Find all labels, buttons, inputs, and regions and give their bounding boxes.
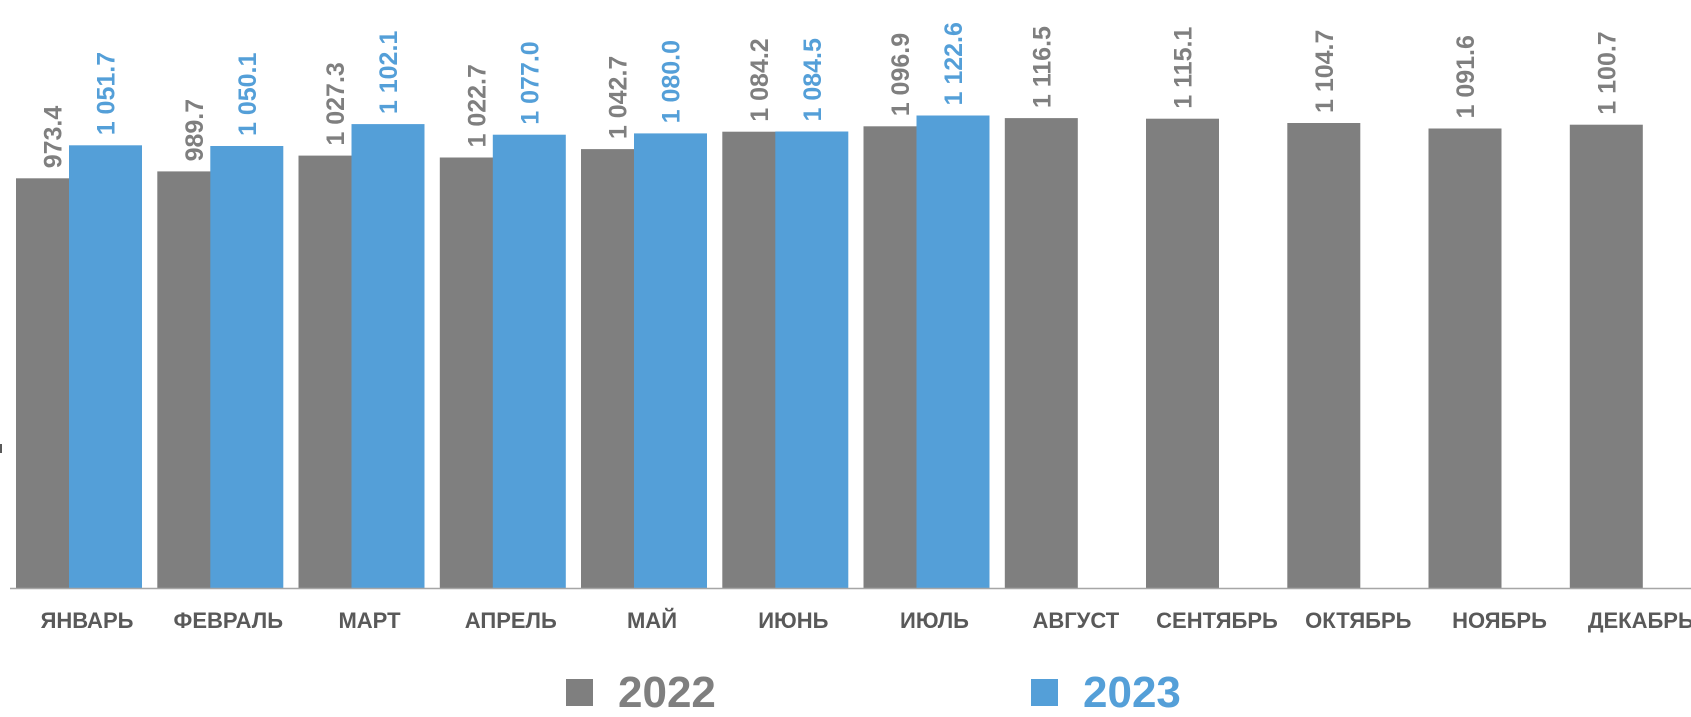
legend-label-2023: 2023 [1083, 668, 1181, 717]
data-label-2023-1: 1 051.7 [93, 52, 121, 135]
bar-2022-12 [1569, 124, 1643, 588]
category-label-7: ИЮЛЬ [900, 608, 969, 633]
bar-2023-1 [69, 145, 142, 589]
category-label-5: МАЙ [627, 608, 677, 633]
bar-2023-2 [210, 146, 284, 588]
category-label-12: ДЕКАБРЬ [1588, 608, 1691, 633]
data-label-2023-3: 1 102.1 [375, 31, 403, 115]
category-label-6: ИЮНЬ [758, 608, 828, 633]
data-label-2023-2: 1 050.1 [234, 52, 262, 136]
bar-2023-7 [916, 115, 990, 588]
bar-2023-6 [775, 131, 849, 588]
legend-label-2022: 2022 [618, 668, 716, 717]
legend-swatch-2023 [1031, 679, 1058, 706]
legend-item-2023: 2023 [1031, 668, 1181, 717]
data-label-2022-4: 1 022.7 [463, 64, 491, 147]
data-label-2022-5: 1 042.7 [605, 56, 633, 139]
data-label-2023-4: 1 077.0 [516, 41, 544, 124]
legend-swatch-2022 [566, 679, 593, 706]
data-label-2022-12: 1 100.7 [1593, 31, 1621, 114]
bar-2022-10 [1287, 123, 1361, 588]
data-label-2022-6: 1 084.2 [746, 38, 774, 121]
category-label-2: ФЕВРАЛЬ [174, 608, 284, 633]
bar-2022-8 [1004, 118, 1078, 588]
category-label-10: ОКТЯБРЬ [1305, 608, 1412, 633]
data-label-2023-7: 1 122.6 [940, 22, 968, 105]
data-label-2022-1: 973.4 [40, 106, 68, 169]
data-label-2023-6: 1 084.5 [799, 38, 827, 122]
chart-legend: 2022 2023 [0, 668, 1691, 717]
data-label-2022-7: 1 096.9 [887, 33, 915, 116]
bar-2023-3 [351, 124, 425, 588]
data-label-2022-10: 1 104.7 [1311, 30, 1339, 113]
data-label-2022-8: 1 116.5 [1028, 26, 1056, 108]
bar-2022-9 [1146, 118, 1219, 588]
category-label-11: НОЯБРЬ [1452, 608, 1547, 633]
bar-2022-11 [1428, 128, 1502, 588]
data-label-2022-2: 989.7 [181, 99, 209, 162]
bar-2023-4 [492, 134, 566, 588]
data-label-2023-5: 1 080.0 [658, 40, 686, 123]
category-label-9: СЕНТЯБРЬ [1156, 608, 1278, 633]
chart-canvas: 973.4 989.7 1 027.3 1 022.7 1 042.7 1 084.2 1 … [10, 22, 1691, 633]
legend-item-2022: 2022 [566, 668, 716, 717]
category-label-1: ЯНВАРЬ [41, 608, 134, 633]
data-label-2022-11: 1 091.6 [1452, 35, 1480, 118]
data-label-2022-9: 1 115.1 [1170, 27, 1198, 109]
category-label-3: МАРТ [338, 608, 401, 633]
data-label-2022-3: 1 027.3 [322, 62, 350, 145]
category-label-4: АПРЕЛЬ [465, 608, 557, 633]
bar-2023-5 [634, 133, 707, 588]
category-label-8: АВГУСТ [1032, 608, 1119, 633]
axis-edge-mark [0, 444, 2, 453]
